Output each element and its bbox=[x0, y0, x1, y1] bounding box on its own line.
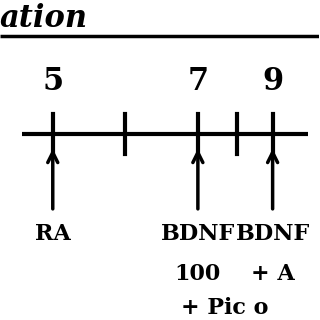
Text: 100: 100 bbox=[175, 263, 221, 285]
Text: + A: + A bbox=[251, 263, 294, 285]
Text: BDNF: BDNF bbox=[236, 223, 310, 245]
Text: 5: 5 bbox=[42, 66, 63, 97]
Text: 9: 9 bbox=[262, 66, 283, 97]
Text: + Pic o: + Pic o bbox=[180, 298, 268, 319]
Text: ation: ation bbox=[0, 3, 88, 34]
Text: BDNF: BDNF bbox=[161, 223, 235, 245]
Text: RA: RA bbox=[35, 223, 71, 245]
Text: 7: 7 bbox=[187, 66, 208, 97]
